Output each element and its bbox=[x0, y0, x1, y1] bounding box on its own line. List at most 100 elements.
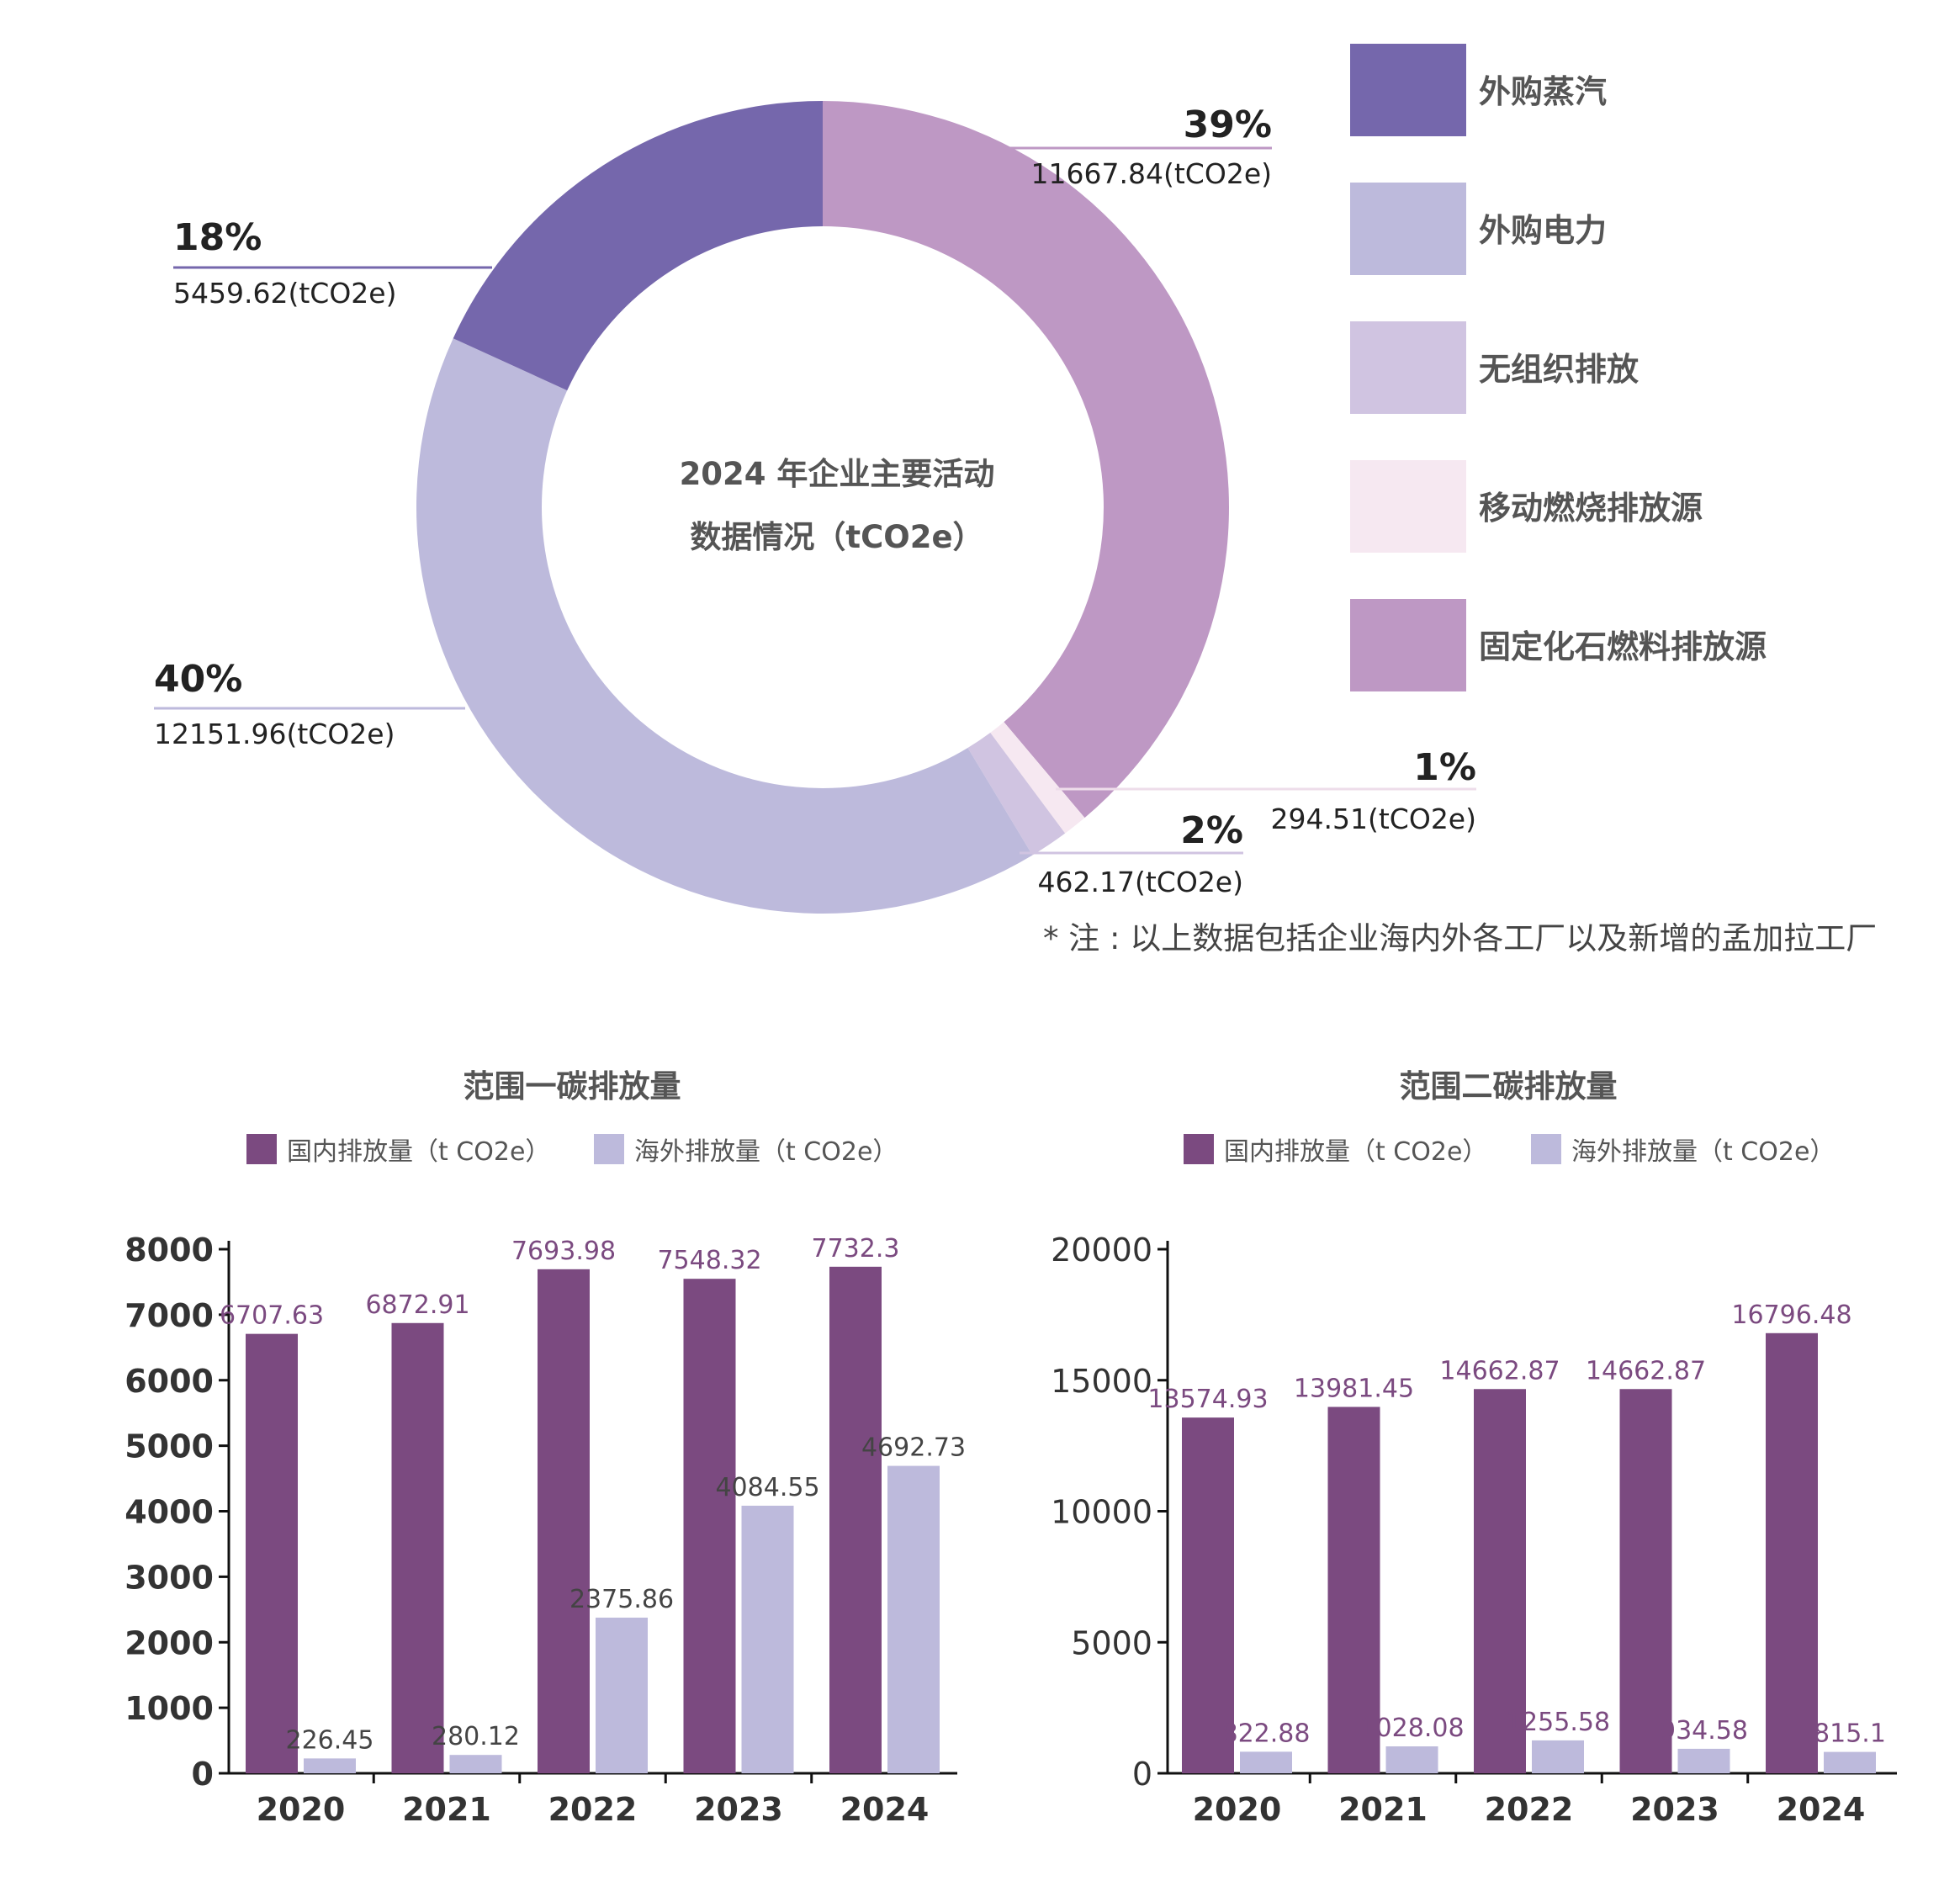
legend-swatch bbox=[246, 1134, 277, 1164]
legend-label: 国内排放量（t CO2e） bbox=[1224, 1137, 1487, 1167]
bar-value-label: 1255.58 bbox=[1506, 1708, 1610, 1737]
bar bbox=[1385, 1746, 1438, 1773]
slice-value-label: 462.17(tCO2e) bbox=[1038, 866, 1243, 898]
x-tick-label: 2024 bbox=[1777, 1791, 1866, 1828]
legend-swatch bbox=[594, 1134, 624, 1164]
bar-value-label: 14662.87 bbox=[1439, 1356, 1560, 1385]
y-tick-label: 3000 bbox=[124, 1559, 214, 1596]
y-tick-label: 20000 bbox=[1051, 1232, 1152, 1269]
bar bbox=[1824, 1751, 1876, 1773]
bar-value-label: 4084.55 bbox=[715, 1473, 819, 1502]
legend-label: 海外排放量（t CO2e） bbox=[1571, 1137, 1835, 1167]
bar bbox=[304, 1758, 356, 1773]
slice-percent-label: 39% bbox=[1184, 103, 1272, 146]
bar bbox=[538, 1269, 590, 1773]
bar-value-label: 4692.73 bbox=[861, 1433, 966, 1463]
bar-value-label: 7548.32 bbox=[657, 1246, 761, 1275]
legend-label: 国内排放量（t CO2e） bbox=[287, 1137, 550, 1167]
donut-slice bbox=[967, 733, 1066, 856]
slice-percent-label: 18% bbox=[173, 216, 262, 259]
y-tick-label: 8000 bbox=[124, 1232, 214, 1269]
bar bbox=[1182, 1417, 1234, 1773]
slice-value-label: 5459.62(tCO2e) bbox=[173, 277, 396, 310]
x-tick-label: 2022 bbox=[548, 1791, 638, 1828]
legend-swatch bbox=[1350, 321, 1466, 414]
legend-label: 海外排放量（t CO2e） bbox=[634, 1137, 898, 1167]
y-tick-label: 1000 bbox=[124, 1690, 214, 1727]
legend-swatch bbox=[1350, 44, 1466, 136]
x-tick-label: 2023 bbox=[694, 1791, 783, 1828]
bar-value-label: 822.88 bbox=[1222, 1719, 1311, 1748]
bar bbox=[683, 1279, 736, 1773]
legend-swatch bbox=[1350, 599, 1466, 691]
bar-value-label: 16796.48 bbox=[1731, 1301, 1851, 1330]
legend-swatch bbox=[1531, 1134, 1561, 1164]
slice-percent-label: 40% bbox=[154, 658, 242, 701]
bar bbox=[1474, 1389, 1526, 1773]
bar bbox=[887, 1465, 940, 1773]
bar-value-label: 815.1 bbox=[1814, 1719, 1886, 1749]
y-tick-label: 2000 bbox=[124, 1624, 214, 1661]
donut-slice bbox=[416, 338, 1033, 914]
donut-slice bbox=[990, 722, 1085, 834]
bar bbox=[829, 1266, 882, 1773]
x-tick-label: 2021 bbox=[402, 1791, 491, 1828]
legend-label: 外购电力 bbox=[1479, 212, 1607, 249]
x-tick-label: 2020 bbox=[1193, 1791, 1282, 1828]
legend-label: 固定化石燃料排放源 bbox=[1479, 628, 1767, 665]
x-tick-label: 2022 bbox=[1485, 1791, 1574, 1828]
y-tick-label: 6000 bbox=[124, 1363, 214, 1400]
bar bbox=[1677, 1748, 1730, 1773]
legend-label: 外购蒸汽 bbox=[1479, 73, 1607, 110]
bar-value-label: 13574.93 bbox=[1147, 1385, 1268, 1414]
bar bbox=[449, 1755, 502, 1773]
legend-swatch bbox=[1350, 183, 1466, 275]
bar-value-label: 6872.91 bbox=[365, 1290, 469, 1320]
bar bbox=[246, 1333, 298, 1773]
donut-note: * 注 : 以上数据包括企业海内外各工厂以及新增的孟加拉工厂 bbox=[1043, 920, 1877, 956]
y-tick-label: 5000 bbox=[1071, 1624, 1152, 1661]
bar bbox=[391, 1322, 444, 1773]
bar bbox=[1766, 1332, 1818, 1773]
bar bbox=[596, 1617, 648, 1773]
y-tick-label: 0 bbox=[192, 1756, 214, 1793]
x-tick-label: 2024 bbox=[840, 1791, 930, 1828]
x-tick-label: 2023 bbox=[1630, 1791, 1719, 1828]
bar-value-label: 14662.87 bbox=[1586, 1356, 1706, 1385]
y-tick-label: 15000 bbox=[1051, 1363, 1152, 1400]
legend-label: 移动燃烧排放源 bbox=[1479, 490, 1703, 527]
bar bbox=[1619, 1389, 1672, 1773]
bar bbox=[1240, 1751, 1292, 1773]
bar-value-label: 13981.45 bbox=[1294, 1374, 1414, 1403]
y-tick-label: 7000 bbox=[124, 1297, 214, 1334]
legend-swatch bbox=[1184, 1134, 1214, 1164]
x-tick-label: 2021 bbox=[1338, 1791, 1428, 1828]
donut-center-title: 数据情况（tCO2e） bbox=[690, 519, 983, 555]
bar-value-label: 1028.08 bbox=[1359, 1714, 1464, 1743]
slice-percent-label: 1% bbox=[1413, 746, 1476, 789]
bar-value-label: 7732.3 bbox=[812, 1234, 900, 1264]
bar bbox=[1327, 1407, 1380, 1773]
bar-value-label: 934.58 bbox=[1660, 1716, 1748, 1746]
slice-value-label: 12151.96(tCO2e) bbox=[154, 718, 395, 750]
bar-value-label: 226.45 bbox=[286, 1725, 374, 1755]
bar-value-label: 2375.86 bbox=[569, 1585, 674, 1614]
bar bbox=[1532, 1740, 1584, 1773]
bar bbox=[741, 1505, 794, 1773]
donut-center-title: 2024 年企业主要活动 bbox=[680, 456, 995, 492]
slice-percent-label: 2% bbox=[1180, 809, 1243, 852]
donut-slice bbox=[823, 101, 1229, 819]
legend-label: 无组织排放 bbox=[1479, 351, 1639, 388]
chart-title: 范围一碳排放量 bbox=[464, 1068, 681, 1105]
y-tick-label: 0 bbox=[1132, 1756, 1152, 1793]
y-tick-label: 5000 bbox=[124, 1428, 214, 1465]
y-tick-label: 10000 bbox=[1051, 1494, 1152, 1531]
legend-swatch bbox=[1350, 460, 1466, 553]
chart-title: 范围二碳排放量 bbox=[1400, 1068, 1618, 1105]
x-tick-label: 2020 bbox=[257, 1791, 346, 1828]
